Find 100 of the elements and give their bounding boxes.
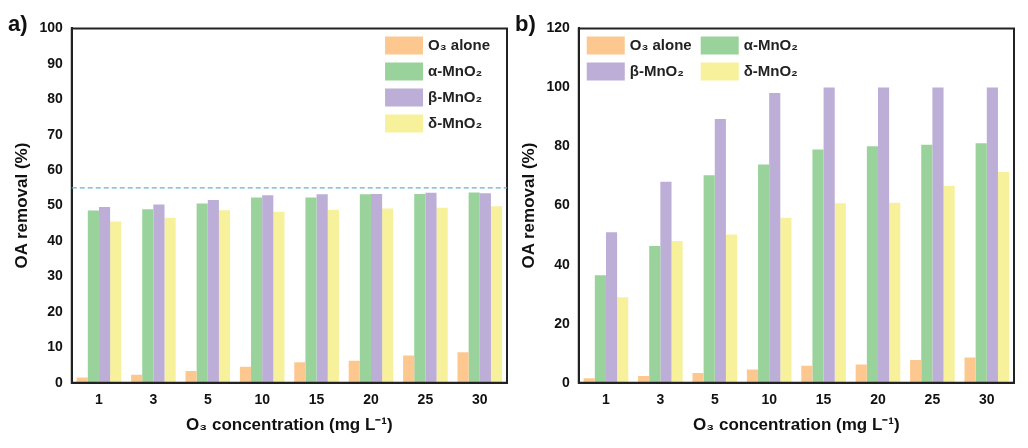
legend-label: β-MnO₂ xyxy=(629,61,684,79)
x-tick-label: 10 xyxy=(254,391,271,408)
bar xyxy=(943,185,955,383)
bar xyxy=(889,202,901,383)
bar xyxy=(605,232,618,383)
bar xyxy=(714,119,726,383)
y-tick-label: 60 xyxy=(47,161,63,178)
chart-title: b) xyxy=(515,11,536,37)
x-tick-label: 5 xyxy=(203,391,212,408)
y-axis-title: OA removal (%) xyxy=(11,142,31,269)
x-tick-label: 1 xyxy=(95,391,104,408)
bar xyxy=(87,210,99,383)
bar xyxy=(359,194,371,383)
bar xyxy=(207,199,219,383)
bar xyxy=(671,241,683,383)
x-tick-label: 10 xyxy=(761,391,778,408)
x-tick-label: 1 xyxy=(602,391,611,408)
legend-label: O₃ alone xyxy=(428,35,490,53)
y-tick-label: 80 xyxy=(47,90,63,107)
bar xyxy=(262,195,274,383)
bar xyxy=(921,144,933,383)
bar xyxy=(910,360,922,383)
bar xyxy=(294,362,306,383)
y-tick-label: 60 xyxy=(554,196,570,213)
legend-label: β-MnO₂ xyxy=(428,87,483,105)
bar xyxy=(812,149,824,383)
bar xyxy=(769,93,781,383)
y-tick-label: 40 xyxy=(47,231,63,248)
x-tick-label: 30 xyxy=(472,391,488,408)
y-tick-label: 20 xyxy=(554,314,570,331)
bar xyxy=(436,207,448,383)
y-tick-label: 120 xyxy=(546,19,570,36)
bar xyxy=(196,203,208,383)
bar xyxy=(725,234,738,383)
bar xyxy=(153,204,165,383)
bar xyxy=(692,373,704,383)
y-tick-label: 80 xyxy=(554,137,570,154)
x-tick-label: 5 xyxy=(710,391,719,408)
legend-label: δ-MnO₂ xyxy=(743,61,798,79)
y-tick-label: 50 xyxy=(47,196,63,213)
y-tick-label: 70 xyxy=(47,125,63,142)
x-tick-label: 3 xyxy=(656,391,665,408)
x-tick-label: 15 xyxy=(308,391,325,408)
bar xyxy=(239,366,252,383)
bar xyxy=(273,211,285,383)
x-tick-label: 20 xyxy=(363,391,379,408)
legend-label: O₃ alone xyxy=(629,35,692,53)
bar xyxy=(660,181,672,383)
bar xyxy=(403,355,415,383)
chart-title: a) xyxy=(8,11,28,37)
legend-label: α-MnO₂ xyxy=(428,61,483,79)
legend-label: α-MnO₂ xyxy=(743,35,798,53)
bar xyxy=(932,87,944,383)
y-tick-label: 90 xyxy=(47,54,63,71)
bar xyxy=(425,192,437,383)
bar xyxy=(975,143,987,383)
bar xyxy=(801,365,813,383)
y-tick-label: 30 xyxy=(47,267,63,284)
bar xyxy=(877,87,890,383)
bar xyxy=(594,275,606,383)
x-tick-label: 25 xyxy=(924,391,941,408)
x-axis-title: O₃ concentration (mg L⁻¹) xyxy=(693,415,900,435)
bar xyxy=(316,194,328,383)
bar xyxy=(370,193,383,383)
bar xyxy=(76,377,88,383)
bar xyxy=(382,208,394,383)
bar xyxy=(823,87,835,383)
bar xyxy=(251,197,263,383)
y-axis-title: OA removal (%) xyxy=(518,142,538,269)
y-tick-label: 40 xyxy=(554,255,570,272)
bar xyxy=(457,352,469,383)
bar xyxy=(758,164,770,383)
y-tick-label: 100 xyxy=(39,19,63,36)
bar xyxy=(703,175,715,383)
bar xyxy=(617,297,629,383)
bar xyxy=(305,197,317,383)
bar xyxy=(834,203,846,383)
y-tick-label: 100 xyxy=(546,78,570,95)
bar xyxy=(218,210,231,383)
legend-label: δ-MnO₂ xyxy=(428,113,483,131)
bar xyxy=(964,357,976,383)
bar xyxy=(780,217,792,383)
y-tick-label: 10 xyxy=(47,338,63,355)
bar xyxy=(348,360,360,383)
bar xyxy=(468,192,480,383)
bar xyxy=(997,171,1010,383)
bar xyxy=(142,209,154,383)
x-tick-label: 20 xyxy=(870,391,886,408)
bar xyxy=(649,246,661,383)
y-tick-label: 20 xyxy=(47,302,63,319)
bar xyxy=(490,206,503,383)
y-tick-label: 0 xyxy=(54,373,63,390)
bar xyxy=(479,193,491,383)
bar xyxy=(583,378,595,383)
bar xyxy=(855,364,867,383)
bar xyxy=(185,371,197,383)
bar xyxy=(327,209,339,383)
bar xyxy=(986,87,998,383)
bar xyxy=(110,221,122,383)
x-axis-title: O₃ concentration (mg L⁻¹) xyxy=(186,415,393,435)
